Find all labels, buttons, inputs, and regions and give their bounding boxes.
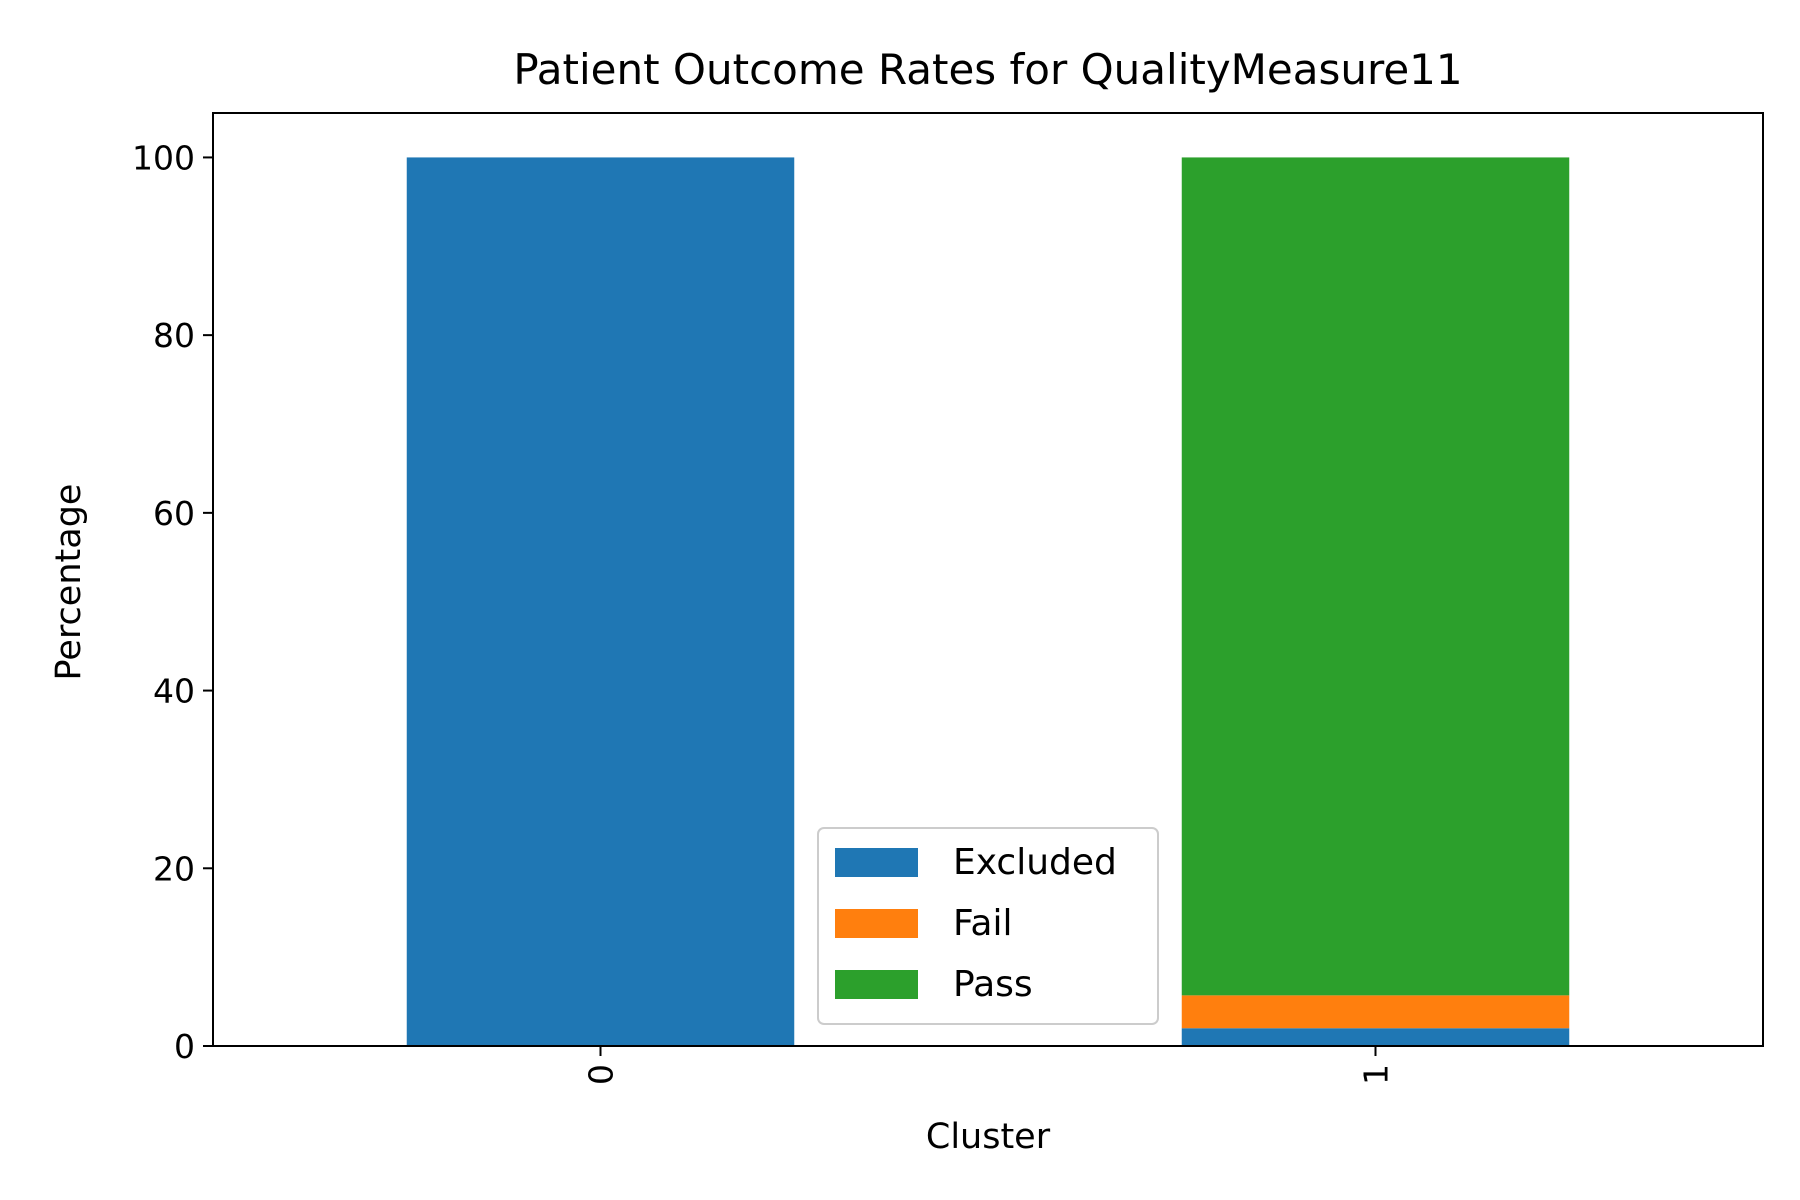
bars-group	[406, 157, 1570, 1046]
y-tick-label: 80	[153, 316, 195, 355]
y-tick-label: 0	[174, 1027, 195, 1066]
chart-title: Patient Outcome Rates for QualityMeasure…	[513, 45, 1462, 94]
bar-excluded-cluster-1	[1181, 1028, 1570, 1046]
legend-label-pass: Pass	[953, 964, 1033, 1005]
x-tick-label: 1	[1357, 1064, 1396, 1085]
y-axis-title: Percentage	[49, 484, 89, 681]
bar-excluded-cluster-0	[406, 157, 795, 1046]
legend-label-excluded: Excluded	[953, 842, 1117, 883]
legend: Excluded Fail Pass	[817, 827, 1159, 1025]
y-tick-label: 40	[153, 672, 195, 711]
y-tick-label: 100	[132, 138, 195, 177]
bar-pass-cluster-1	[1181, 157, 1570, 996]
plot-frame	[212, 112, 1764, 1047]
y-axis: 0 20 40 60 80 100	[132, 138, 213, 1066]
legend-swatch-excluded	[835, 848, 918, 877]
legend-swatch-fail	[835, 909, 918, 938]
y-tick-label: 20	[153, 849, 195, 888]
legend-swatch-pass	[835, 970, 918, 999]
bar-fail-cluster-1	[1181, 995, 1570, 1029]
x-tick-label: 0	[582, 1064, 621, 1085]
x-axis-title: Cluster	[926, 1117, 1051, 1157]
legend-label-fail: Fail	[953, 903, 1012, 944]
y-tick-label: 60	[153, 494, 195, 533]
